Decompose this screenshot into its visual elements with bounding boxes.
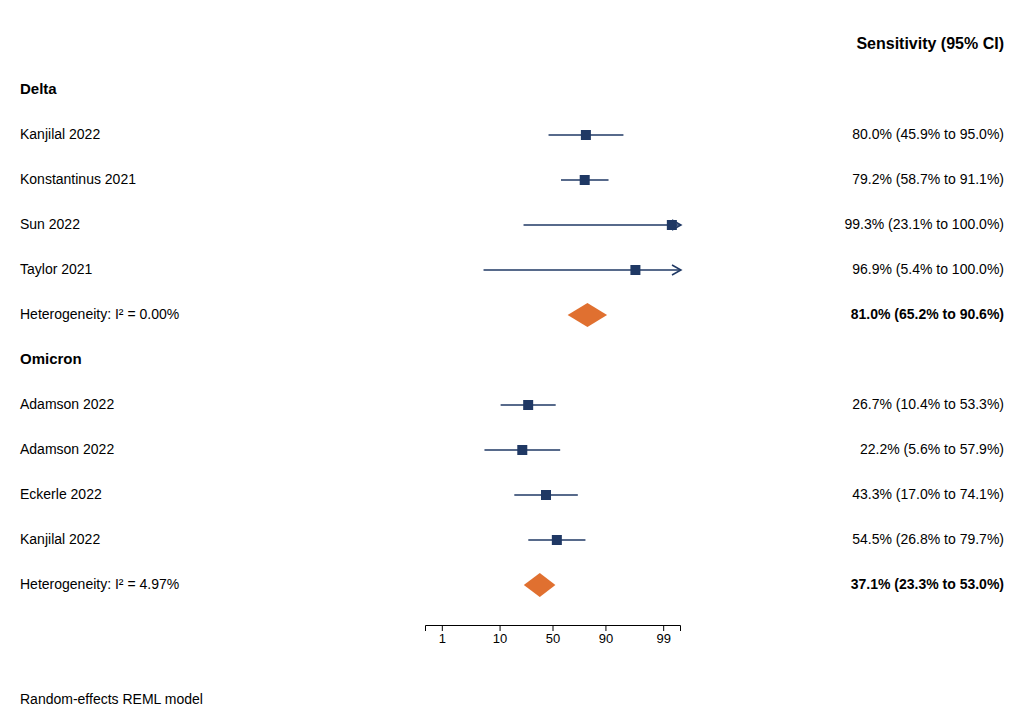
estimate [541, 490, 551, 500]
axis-line [426, 626, 681, 632]
tick: 50 [546, 625, 560, 646]
tick-mark [500, 625, 501, 631]
group-label: Omicron [20, 350, 82, 367]
estimate [517, 445, 527, 455]
tick-mark [442, 625, 443, 631]
truncation-arrow [672, 220, 681, 230]
estimate [581, 130, 591, 140]
estimate [630, 265, 640, 275]
tick-mark [605, 625, 606, 631]
tick: 10 [493, 625, 507, 646]
study-label: Taylor 2021 [20, 261, 93, 277]
ci-label: 79.2% (58.7% to 91.1%) [852, 171, 1004, 187]
study-label: Adamson 2022 [20, 396, 114, 412]
tick-label: 1 [439, 631, 446, 646]
heterogeneity-label: Heterogeneity: I² = 0.00% [20, 306, 179, 322]
ci-label: 43.3% (17.0% to 74.1%) [852, 486, 1004, 502]
study-label: Kanjilal 2022 [20, 126, 100, 142]
footer: Random-effects REML model [20, 691, 203, 707]
ci-label: 54.5% (26.8% to 79.7%) [852, 531, 1004, 547]
tick-mark [663, 625, 664, 631]
tick-label: 99 [656, 631, 670, 646]
title: Sensitivity (95% CI) [856, 35, 1004, 52]
tick: 90 [599, 625, 613, 646]
chart: Sensitivity (95% CI) Delta Kanjilal 2022 80… [0, 0, 1024, 724]
pooled-diamond [568, 303, 607, 327]
study-label: Eckerle 2022 [20, 486, 102, 502]
study-label: Adamson 2022 [20, 441, 114, 457]
estimate [580, 175, 590, 185]
tick: 1 [439, 625, 446, 646]
plot-area [484, 130, 680, 597]
ci-line [524, 224, 680, 226]
x-axis: 1 10 50 90 99 [426, 625, 681, 646]
texts: Sensitivity (95% CI) Delta Kanjilal 2022 80… [20, 35, 1004, 706]
group-label: Delta [20, 80, 57, 97]
pooled-ci-label: 81.0% (65.2% to 90.6%) [851, 306, 1004, 322]
tick-mark [553, 625, 554, 631]
study-label: Kanjilal 2022 [20, 531, 100, 547]
ci-label: 22.2% (5.6% to 57.9%) [860, 441, 1004, 457]
tick-label: 90 [599, 631, 613, 646]
tick-label: 10 [493, 631, 507, 646]
estimate [552, 535, 562, 545]
ci-label: 26.7% (10.4% to 53.3%) [852, 396, 1004, 412]
pooled-diamond [524, 573, 556, 597]
heterogeneity-label: Heterogeneity: I² = 4.97% [20, 576, 179, 592]
tick-label: 50 [546, 631, 560, 646]
ci-line [484, 269, 680, 271]
study-label: Konstantinus 2021 [20, 171, 136, 187]
ci-label: 80.0% (45.9% to 95.0%) [852, 126, 1004, 142]
ci-label: 96.9% (5.4% to 100.0%) [852, 261, 1004, 277]
truncation-arrow [672, 265, 681, 275]
estimate [523, 400, 533, 410]
markers [672, 220, 681, 275]
ci-label: 99.3% (23.1% to 100.0%) [844, 216, 1004, 232]
pooled-ci-label: 37.1% (23.3% to 53.0%) [851, 576, 1004, 592]
study-label: Sun 2022 [20, 216, 80, 232]
tick: 99 [656, 625, 670, 646]
